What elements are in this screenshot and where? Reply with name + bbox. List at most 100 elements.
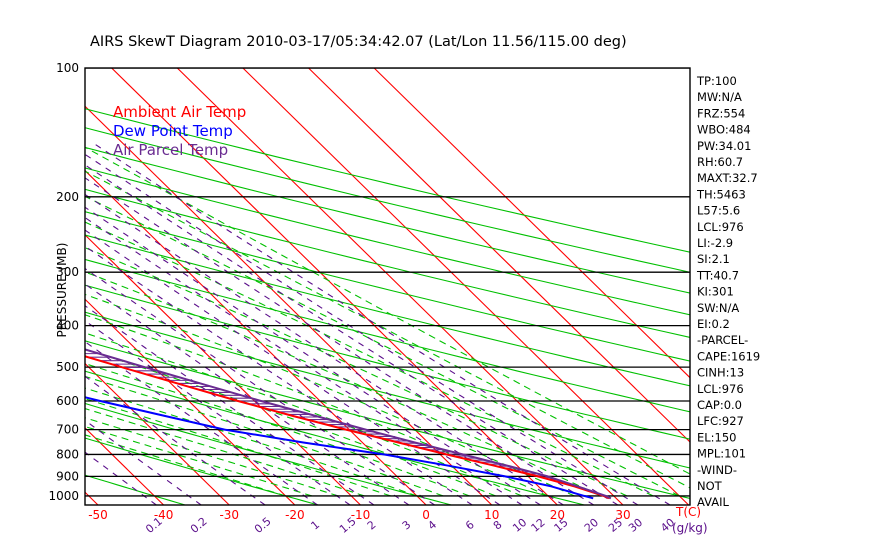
dry-adiabat-line	[85, 167, 690, 316]
stat-parcel: -PARCEL-	[697, 333, 748, 347]
bottom-temperature-axis: -50 -40 -30 -20 -10 0 10 20 30	[88, 508, 630, 522]
bottom-temp-tick: 20	[550, 508, 565, 522]
sounding-curve	[85, 355, 610, 500]
moist-adiabat-line	[85, 170, 690, 489]
page-title: AIRS SkewT Diagram 2010-03-17/05:34:42.0…	[90, 34, 627, 50]
stat-tp: TP:100	[696, 74, 737, 88]
stat-frz: FRZ:554	[697, 106, 745, 120]
moist-adiabat-line	[85, 271, 601, 497]
dry-adiabat-line	[85, 127, 690, 273]
pressure-tick: 700	[56, 423, 79, 437]
stat-cinh: CINH:13	[697, 366, 744, 380]
moist-adiabat-line	[85, 332, 523, 497]
bottom-temp-tick: -40	[154, 508, 174, 522]
isotherm-line	[85, 427, 165, 505]
isotherm-line	[85, 298, 296, 505]
legend-ambient-air-temp: Ambient Air Temp	[113, 103, 246, 121]
pressure-tick: 300	[56, 265, 79, 279]
stat-rh: RH:60.7	[697, 155, 743, 169]
stat-sw: SW:N/A	[697, 301, 739, 315]
pressure-tick: 200	[56, 190, 79, 204]
moist-adiabat-line	[85, 363, 470, 497]
stat-wind: -WIND-	[697, 463, 737, 477]
stat-lcl: LCL:976	[697, 220, 744, 234]
isotherm-line	[111, 68, 558, 505]
bottom-temp-tick: 10	[484, 508, 499, 522]
isotherm-line	[176, 68, 624, 505]
dry-adiabat-line	[85, 258, 690, 413]
pressure-tick: 400	[56, 319, 79, 333]
stat-si: SI:2.1	[697, 252, 730, 266]
moist-adiabat-line	[85, 195, 680, 497]
moist-adiabat-line	[85, 417, 339, 497]
dry-adiabat-line	[85, 284, 690, 440]
pressure-tick: 600	[56, 394, 79, 408]
stat-maxt: MAXT:32.7	[697, 171, 758, 185]
bottom-temp-tick: 0	[422, 508, 430, 522]
pressure-tick: 100	[56, 61, 79, 75]
moist-adiabat-line	[85, 375, 444, 497]
stat-mpl: MPL:101	[697, 447, 746, 461]
dry-adiabat-line	[85, 188, 690, 338]
stat-lfc: LFC:927	[697, 414, 744, 428]
dry-adiabat-line	[85, 437, 319, 505]
stat-mw: MW:N/A	[697, 90, 742, 104]
pressure-axis: 100 200 300 400 500 600 700 800 900 1000	[48, 61, 79, 503]
isotherm-line	[308, 68, 690, 443]
pressure-tick: 800	[56, 447, 79, 461]
dry-adiabat-line	[85, 340, 690, 500]
pressure-tick: 1000	[48, 489, 79, 503]
bottom-temp-tick: -20	[285, 508, 305, 522]
mixing-ratio-axis-label: (g/kg)	[672, 521, 708, 535]
plot-border	[84, 67, 691, 506]
stat-ei: EI:0.2	[697, 317, 730, 331]
dry-adiabat-line	[85, 211, 690, 362]
dry-adiabat-line	[85, 146, 690, 294]
pressure-axis-label: PRESSURE (MB)	[55, 243, 69, 338]
dry-adiabat-line	[85, 108, 690, 253]
stat-ki: KI:301	[697, 285, 734, 299]
legend-dew-point-temp: Dew Point Temp	[113, 122, 233, 140]
stat-el: EL:150	[697, 430, 737, 444]
isotherm-line	[85, 362, 230, 505]
moist-adiabat-line	[85, 146, 690, 475]
stat-tt: TT:40.7	[696, 268, 739, 282]
isotherm-line	[242, 68, 690, 505]
stats-panel: TP:100 MW:N/A FRZ:554 WBO:484 PW:34.01 RH:60.…	[696, 74, 760, 509]
stat-l57: L57:5.6	[697, 204, 740, 218]
stat-lcl2: LCL:976	[697, 382, 744, 396]
isotherm-line	[373, 68, 690, 379]
stat-avail: AVAIL	[697, 495, 730, 509]
stat-cap: CAP:0.0	[697, 398, 742, 412]
pressure-tick: 900	[56, 469, 79, 483]
stat-pw: PW:34.01	[697, 139, 751, 153]
moist-adiabat-line	[85, 408, 365, 497]
moist-adiabat-line	[85, 247, 628, 497]
stat-wbo: WBO:484	[697, 123, 751, 137]
dry-adiabat-line	[85, 370, 585, 505]
moist-adiabat-line	[85, 221, 654, 497]
isotherm-line	[85, 105, 493, 505]
bottom-temp-tick: -50	[88, 508, 108, 522]
moist-adiabat-line	[85, 398, 391, 497]
bottom-temp-tick: -30	[219, 508, 239, 522]
temperature-axis-label: T(C)	[675, 505, 701, 519]
sounding-curve	[85, 396, 594, 500]
bottom-temp-tick: 30	[615, 508, 630, 522]
pressure-tick: 500	[56, 360, 79, 374]
plot-area	[84, 67, 691, 506]
stat-not: NOT	[697, 479, 723, 493]
legend: Ambient Air Temp Dew Point Temp Air Parc…	[113, 103, 246, 159]
stat-cape: CAPE:1619	[697, 349, 760, 363]
stat-th: TH:5463	[696, 187, 746, 201]
sounding-curves	[85, 348, 612, 500]
dry-adiabat-line	[85, 234, 690, 387]
bottom-temp-tick: -10	[351, 508, 371, 522]
dry-adiabat-line	[85, 402, 452, 505]
moist-adiabat-line	[85, 426, 313, 497]
stat-li: LI:-2.9	[697, 236, 733, 250]
sounding-curve	[85, 348, 612, 500]
isotherm-line	[85, 234, 361, 505]
